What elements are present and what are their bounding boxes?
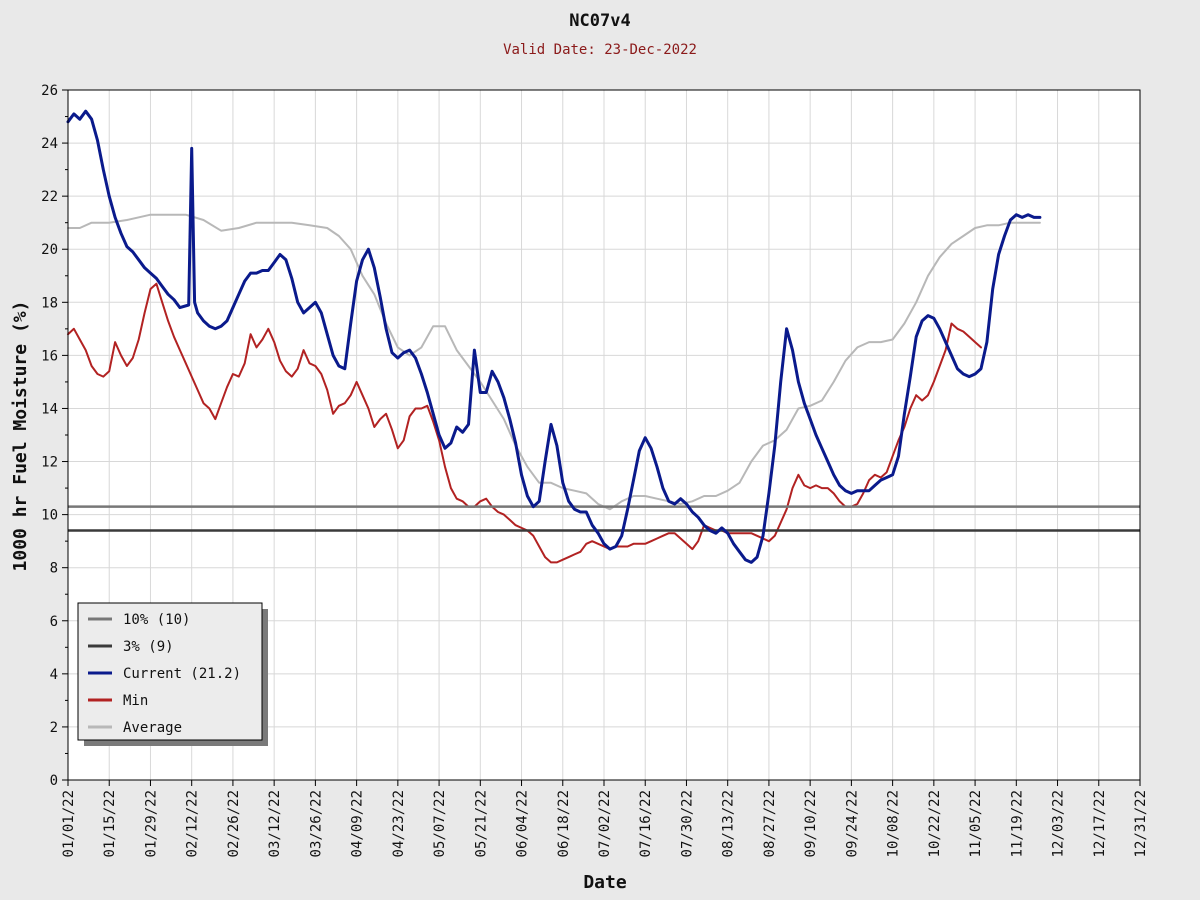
x-tick-label: 07/02/22 bbox=[597, 790, 613, 857]
x-tick-label: 04/09/22 bbox=[350, 790, 366, 857]
chart-subtitle: Valid Date: 23-Dec-2022 bbox=[503, 42, 697, 58]
y-tick-label: 14 bbox=[41, 401, 58, 417]
x-tick-label: 12/17/22 bbox=[1092, 790, 1108, 857]
x-tick-label: 06/04/22 bbox=[515, 790, 531, 857]
series-layer bbox=[66, 109, 1140, 564]
y-tick-label: 2 bbox=[50, 720, 58, 736]
x-tick-label: 08/27/22 bbox=[762, 790, 778, 857]
x-tick-label: 07/16/22 bbox=[638, 790, 654, 857]
y-tick-label: 10 bbox=[41, 508, 58, 524]
y-tick-label: 0 bbox=[50, 773, 58, 789]
x-tick-label: 02/12/22 bbox=[185, 790, 201, 857]
x-tick-label: 12/03/22 bbox=[1051, 790, 1067, 857]
plot-border bbox=[67, 89, 1141, 781]
x-tick-label: 11/05/22 bbox=[968, 790, 984, 857]
y-tick-label: 18 bbox=[41, 295, 58, 311]
x-tick-label: 11/19/22 bbox=[1009, 790, 1025, 857]
x-tick-label: 04/23/22 bbox=[391, 790, 407, 857]
x-tick-label: 01/29/22 bbox=[143, 790, 159, 857]
x-tick-label: 08/13/22 bbox=[721, 790, 737, 857]
x-tick-label: 10/08/22 bbox=[886, 790, 902, 857]
x-tick-label: 09/10/22 bbox=[803, 790, 819, 857]
chart-title: NC07v4 bbox=[569, 11, 630, 31]
legend-items: 10% (10) 3% (9) Current (21.2) Min Average bbox=[88, 612, 241, 736]
x-tick-label: 03/26/22 bbox=[308, 790, 324, 857]
legend-label: Current (21.2) bbox=[123, 666, 241, 682]
x-tick-label: 01/15/22 bbox=[102, 790, 118, 857]
x-tick-label: 10/22/22 bbox=[927, 790, 943, 857]
x-axis-ticks: 01/01/22 01/15/22 01/29/22 02/12/22 02/26/22… bbox=[61, 780, 1149, 857]
series-line-min bbox=[67, 282, 982, 564]
x-tick-label: 09/24/22 bbox=[844, 790, 860, 857]
x-tick-label: 06/18/22 bbox=[556, 790, 572, 857]
y-tick-label: 22 bbox=[41, 189, 58, 205]
y-tick-label: 16 bbox=[41, 348, 58, 364]
x-tick-label: 03/12/22 bbox=[267, 790, 283, 857]
y-tick-label: 24 bbox=[41, 136, 58, 152]
x-tick-label: 05/07/22 bbox=[432, 790, 448, 857]
x-tick-label: 07/30/22 bbox=[679, 790, 695, 857]
x-tick-label: 02/26/22 bbox=[226, 790, 242, 857]
x-axis-label: Date bbox=[583, 872, 627, 893]
y-tick-label: 26 bbox=[41, 83, 58, 99]
y-tick-label: 4 bbox=[50, 667, 58, 683]
y-tick-label: 20 bbox=[41, 242, 58, 258]
series-line-current bbox=[66, 109, 1042, 564]
y-tick-label: 12 bbox=[41, 455, 58, 471]
legend-label: 3% (9) bbox=[123, 639, 174, 655]
x-tick-label: 01/01/22 bbox=[61, 790, 77, 857]
y-tick-label: 8 bbox=[50, 561, 58, 577]
legend-label: 10% (10) bbox=[123, 612, 190, 628]
legend: 10% (10) 3% (9) Current (21.2) Min Average bbox=[77, 602, 268, 746]
series-line-average bbox=[67, 213, 1041, 511]
legend-label: Average bbox=[123, 720, 182, 736]
x-tick-label: 12/31/22 bbox=[1133, 790, 1149, 857]
legend-label: Min bbox=[123, 693, 148, 709]
y-axis-label: 1000 hr Fuel Moisture (%) bbox=[10, 301, 31, 572]
y-tick-label: 6 bbox=[50, 614, 58, 630]
x-tick-label: 05/21/22 bbox=[473, 790, 489, 857]
